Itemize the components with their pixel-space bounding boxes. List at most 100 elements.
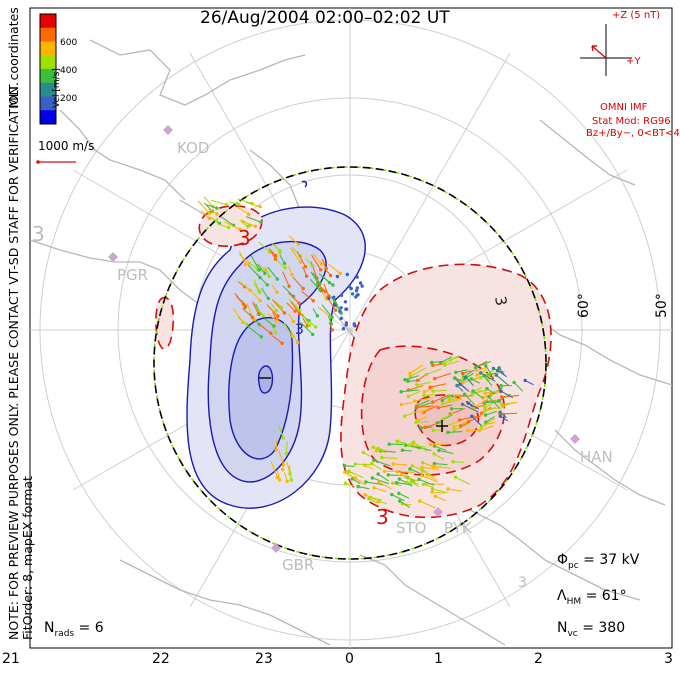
contour-label-5: 3 [32,222,45,246]
velocity-vector [286,302,296,312]
fit-order-label: FitOrder: 8, mapEX format [20,476,35,640]
velocity-vector [391,494,405,502]
velocity-vector [425,421,442,428]
velocity-vector [433,453,445,461]
potential-extrema [259,377,448,432]
vector-origin [431,389,435,393]
velocity-vector [271,299,285,314]
velocity-vector [416,381,431,386]
velocity-vector [296,251,306,268]
vector-origin [358,281,363,285]
coast-10 [359,554,506,646]
velocity-vector [480,417,496,428]
velocity-vector [496,374,509,386]
velocity-vector [237,281,246,288]
velocity-vector [229,201,240,206]
velocity-vector [270,461,278,478]
velocity-vector [239,219,256,227]
velocity-vector [279,254,285,264]
velocity-vector [432,488,448,494]
velocity-vector [401,401,413,406]
lambda-value: = 61° [581,588,627,604]
latitude-label-50: 50° [654,293,670,318]
velocity-vector [239,281,251,291]
colorbar-swatch [40,14,56,29]
mlt-tick-23: 23 [255,651,273,667]
velocity-vector [271,335,283,344]
velocity-vector [453,420,469,428]
velocity-vector [401,389,419,393]
velocity-vector [288,299,301,311]
velocity-vector [364,494,382,503]
velocity-vector [500,390,514,399]
velocity-vector [471,415,483,427]
velocity-vector [302,317,308,327]
velocity-vector [305,258,313,267]
vector-origin [437,448,441,453]
velocity-vector [345,482,354,487]
velocity-vector [312,272,321,284]
velocity-vector [311,254,322,271]
velocity-vector [447,488,462,492]
contour-label-4: 3 [295,322,304,338]
vector-origin [400,448,405,452]
velocity-vector [471,378,480,384]
velocity-vector [197,200,210,214]
velocity-vector [449,397,462,401]
velocity-vector [371,463,382,471]
nvc-value: = 380 [577,620,626,636]
vector-origin [421,482,426,487]
imf-y-label: +Y [626,56,641,67]
vector-origin [432,461,437,466]
velocity-vector [447,431,463,433]
velocity-vector [393,463,408,466]
velocity-vector [499,411,507,419]
station-markers [108,125,580,553]
velocity-vector [493,367,503,374]
colorbar-swatch [40,110,56,125]
velocity-vector [321,258,327,269]
station-label-sto: STO [396,519,427,537]
vector-origin [399,390,403,394]
vector-origin [356,484,360,489]
velocity-vector [459,383,470,392]
velocity-vector [373,446,385,453]
imf-z-label: +Z (5 nT) [612,10,661,21]
velocity-vector [246,216,262,223]
velocity-vector [483,375,493,386]
velocity-vector [377,447,387,452]
velocity-vector [483,401,502,404]
velocity-vector [323,283,330,297]
velocity-vector [354,477,366,486]
velocity-vector [423,483,433,488]
velocity-vector [500,415,509,422]
mlt-tick-1: 1 [434,651,443,667]
vector-origin [354,289,359,293]
lambda-symbol: Λ [557,588,567,604]
velocity-vector [363,451,371,457]
coastlines [29,39,673,646]
velocity-vector [408,385,424,391]
vector-origin [335,274,340,279]
velocity-vector [455,476,471,485]
velocity-vector [404,375,420,381]
vector-origin [344,321,349,325]
velocity-vector [208,216,217,222]
velocity-vector [269,249,276,260]
mlt-tick-3: 3 [664,651,673,667]
velocity-vector [499,412,518,415]
colorbar-frame [39,13,57,125]
vector-origin [339,293,344,297]
velocity-vector [417,416,427,421]
velocity-vector [475,403,487,409]
velocity-vector [282,271,290,287]
velocity-vector [421,466,440,470]
velocity-vector [300,321,314,335]
nvc-subscript: vc [567,628,578,639]
velocity-vector [250,263,259,271]
lambda-subscript: HM [566,596,582,607]
vector-origin [352,322,356,326]
vector-origin [355,286,359,290]
velocity-vector [438,404,453,409]
velocity-vector [258,241,271,253]
